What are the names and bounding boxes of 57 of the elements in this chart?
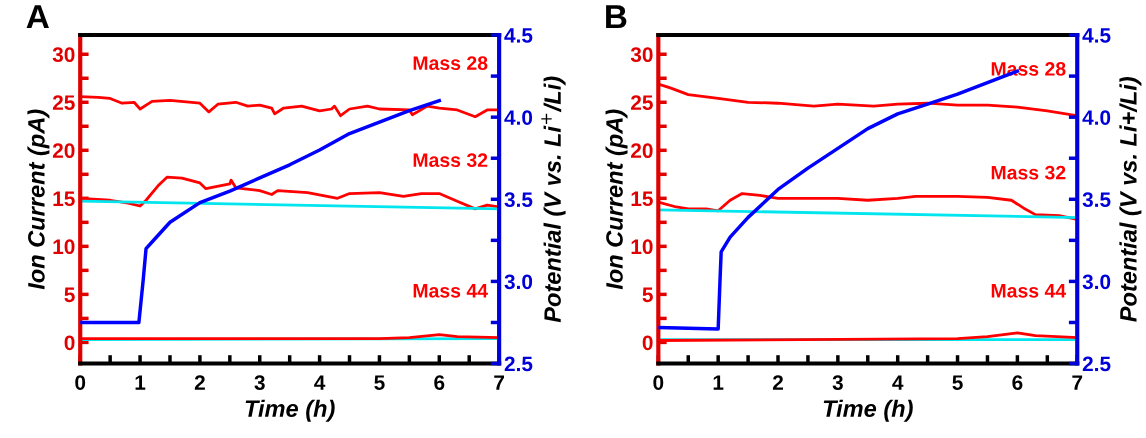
x-tick-label: 3: [832, 375, 843, 390]
x-tick-label: 1: [135, 375, 146, 390]
y-tick-label: 5: [642, 287, 653, 303]
y-tick-label: 0: [64, 335, 75, 351]
x-tick-label: 2: [194, 375, 205, 390]
y-tick-label: 0: [642, 335, 653, 351]
x-tick-label: 6: [1012, 375, 1023, 390]
x-tick-label: 2: [772, 375, 783, 390]
y-tick-label: 15: [631, 191, 653, 207]
y-axis-title: Ion Current (pA): [27, 109, 50, 290]
x-tick-label: 3: [254, 375, 265, 390]
y2-tick-label: 4.0: [1082, 110, 1111, 125]
x-tick-label: 6: [434, 375, 445, 390]
x-axis-title: Time (h): [823, 399, 913, 422]
y-tick-label: 25: [52, 95, 75, 111]
y2-tick-label: 3.5: [504, 192, 533, 208]
line-series: [80, 95, 500, 119]
y-axis-title: Ion Current (pA): [605, 109, 628, 290]
series-label: Mass 32: [991, 165, 1066, 180]
line-series: [658, 192, 1078, 221]
x-axis-title: Time (h): [245, 399, 335, 422]
y2-tick-label: 4.5: [1082, 28, 1111, 43]
y2-tick-label: 3.0: [1082, 274, 1111, 290]
y2-tick-label: 3.5: [1082, 192, 1111, 208]
y-tick-label: 25: [631, 95, 653, 111]
x-tick-label: 0: [75, 375, 86, 390]
y2-axis-title: Potential (V vs. Li$^{+}$/Li): [541, 76, 566, 323]
x-tick-label: 5: [952, 375, 963, 390]
y-tick-label: 30: [630, 47, 653, 63]
line-series: [658, 82, 1078, 118]
y-tick-label: 15: [53, 191, 75, 207]
y-tick-label: 5: [64, 287, 75, 303]
line-series: [658, 331, 1078, 342]
chart-title: B: [606, 5, 627, 29]
series-label: Mass 32: [413, 153, 488, 168]
y-tick-label: 10: [53, 239, 75, 255]
series-label: Mass 44: [991, 284, 1067, 298]
x-tick-label: 4: [892, 375, 904, 390]
text: Mass 44: [413, 284, 488, 298]
y-tick-label: 20: [631, 143, 653, 159]
x-tick-label: 7: [494, 375, 505, 390]
y2-tick-label: 4.0: [504, 110, 533, 125]
x-tick-label: 1: [713, 375, 724, 390]
y2-axis-title: Potential (V vs. Li+/Li): [1119, 76, 1142, 322]
x-tick-label: 5: [374, 375, 385, 390]
chart-title: A: [26, 5, 49, 29]
y-tick-label: 20: [52, 143, 75, 159]
y2-tick-label: 4.5: [504, 28, 533, 43]
y-tick-label: 30: [52, 47, 75, 63]
y2-tick-label: 2.5: [1082, 356, 1111, 372]
y2-tick-label: 2.5: [504, 356, 533, 372]
y2-tick-label: 3.0: [504, 274, 533, 290]
series-label: Mass 28: [413, 56, 488, 71]
x-tick-label: 0: [653, 375, 664, 390]
x-tick-label: 4: [314, 375, 326, 390]
x-tick-label: 7: [1072, 375, 1083, 390]
y-tick-label: 10: [631, 239, 653, 255]
